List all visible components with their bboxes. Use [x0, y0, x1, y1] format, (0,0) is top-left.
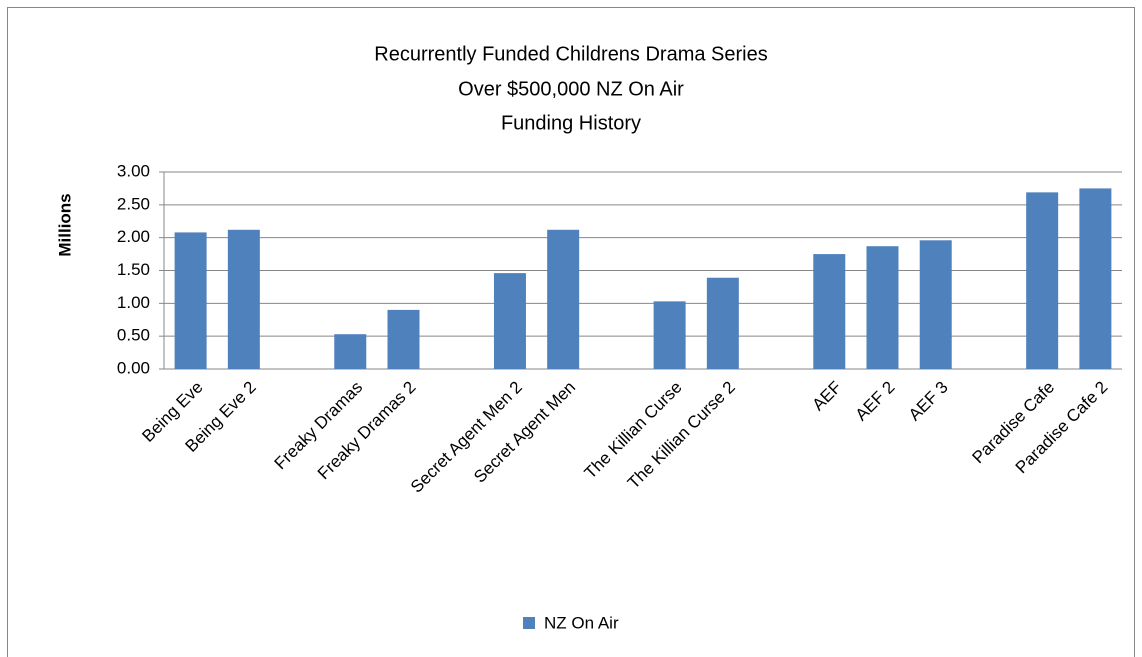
bar [493, 273, 526, 369]
y-tick-label: 0.50 [117, 326, 150, 345]
bar [866, 246, 899, 369]
bar [1026, 192, 1059, 369]
bar [813, 254, 846, 369]
y-tick-label: 3.00 [117, 161, 150, 180]
y-tick-label: 2.50 [117, 194, 150, 213]
bar [1079, 188, 1112, 369]
legend-swatch [523, 617, 535, 629]
legend-label: NZ On Air [544, 613, 619, 632]
bar [334, 334, 367, 369]
y-tick-label: 0.00 [117, 358, 150, 377]
bar [706, 277, 739, 369]
bar [653, 301, 686, 369]
chart-title: Recurrently Funded Childrens Drama Serie… [374, 43, 768, 65]
y-tick-label: 1.50 [117, 260, 150, 279]
bar [919, 240, 952, 369]
bar [174, 232, 207, 369]
bar [387, 309, 420, 369]
bar [547, 229, 580, 369]
y-axis-label: Millions [55, 193, 74, 256]
y-tick-label: 1.00 [117, 293, 150, 312]
chart-title: Over $500,000 NZ On Air [458, 78, 684, 100]
y-tick-label: 2.00 [117, 227, 150, 246]
chart-title: Funding History [501, 112, 641, 134]
bar [227, 229, 260, 369]
